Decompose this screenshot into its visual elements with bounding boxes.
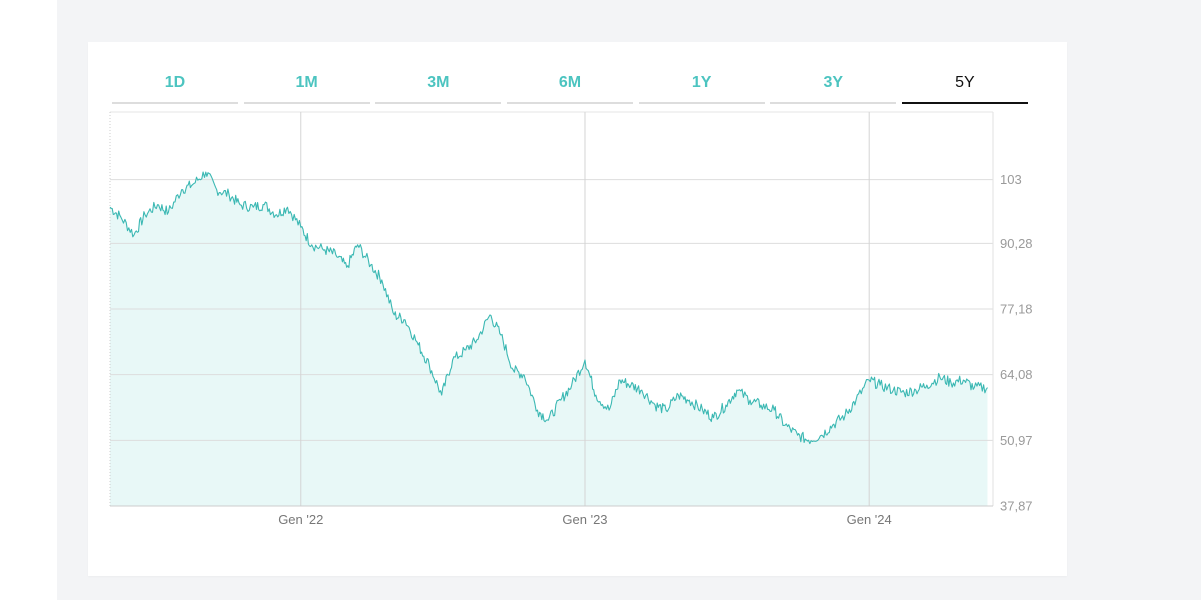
y-tick-label: 90,28 [1000, 236, 1033, 251]
y-tick-label: 64,08 [1000, 367, 1033, 382]
y-tick-label: 77,18 [1000, 302, 1033, 317]
area-fill [110, 172, 988, 506]
range-tabs: 1D 1M 3M 6M 1Y 3Y 5Y [112, 64, 1028, 106]
y-tick-label: 37,87 [1000, 499, 1033, 514]
x-tick-label: Gen '22 [278, 512, 323, 527]
tab-6m[interactable]: 6M [506, 64, 633, 104]
x-tick-label: Gen '23 [562, 512, 607, 527]
x-tick-label: Gen '24 [847, 512, 892, 527]
series-line [109, 171, 988, 445]
y-tick-label: 50,97 [1000, 433, 1033, 448]
tab-3m[interactable]: 3M [375, 64, 502, 104]
tab-5y[interactable]: 5Y [901, 64, 1028, 104]
y-tick-label: 103 [1000, 172, 1022, 187]
tab-1d[interactable]: 1D [112, 64, 238, 104]
tab-1y[interactable]: 1Y [638, 64, 765, 104]
tab-3y[interactable]: 3Y [770, 64, 897, 104]
tab-1m[interactable]: 1M [243, 64, 370, 104]
